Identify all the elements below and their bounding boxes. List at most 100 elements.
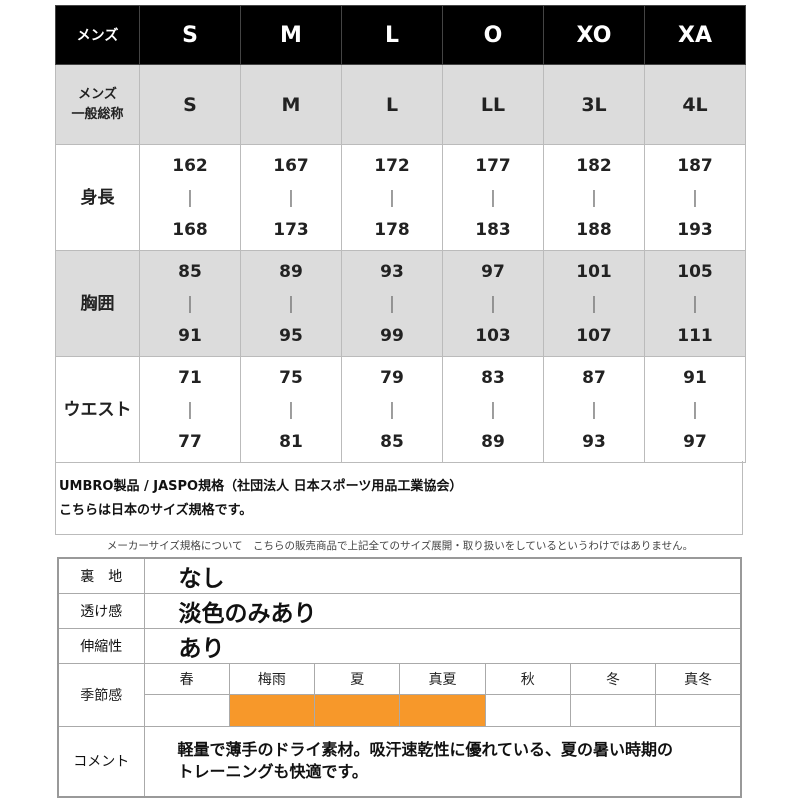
disclaimer: メーカーサイズ規格について こちらの販売商品で上記全てのサイズ展開・取り扱いをし… (106, 540, 694, 552)
range-from: 85 (178, 261, 202, 282)
season-indicator (569, 694, 657, 727)
size-code: O (442, 5, 544, 65)
season-label: 季節感 (57, 663, 145, 727)
range-separator: | (490, 293, 496, 314)
measure-range: 89 | 95 (240, 250, 342, 357)
range-separator: | (389, 293, 395, 314)
range-separator: | (187, 399, 193, 420)
range-from: 91 (683, 367, 707, 388)
season-indicator (314, 694, 401, 727)
range-separator: | (187, 293, 193, 314)
size-code: XO (543, 5, 645, 65)
comment-label: コメント (57, 726, 145, 797)
range-from: 75 (279, 367, 303, 388)
range-to: 77 (178, 431, 202, 452)
waist-row: ウエスト 71 | 77 75 | 81 79 | 85 83 | 89 87 | 93 91 | 97 (55, 356, 746, 463)
size-code: XA (644, 5, 746, 65)
range-to: 107 (576, 325, 612, 346)
range-separator: | (288, 399, 294, 420)
season-indicator (399, 694, 486, 727)
general-label: メンズ 一般総称 (55, 64, 140, 145)
sheer-label: 透け感 (57, 593, 145, 629)
season-indicator (143, 694, 230, 727)
measure-range: 182 | 188 (543, 144, 645, 251)
size-code: M (240, 5, 342, 65)
measure-label: ウエスト (55, 356, 140, 463)
range-separator: | (692, 293, 698, 314)
season-indicator (228, 694, 316, 727)
measure-range: 71 | 77 (139, 356, 241, 463)
general-size: M (240, 64, 342, 145)
size-chart-table: メンズ S M L O XO XA メンズ 一般総称 S M L LL 3L 4L… (55, 5, 746, 463)
season-name: 秋 (484, 663, 571, 695)
measure-range: 79 | 85 (341, 356, 443, 463)
range-from: 89 (279, 261, 303, 282)
range-separator: | (187, 187, 193, 208)
comment-line: トレーニングも快適です。 (177, 762, 368, 782)
general-size: LL (442, 64, 544, 145)
range-separator: | (490, 187, 496, 208)
general-size: 3L (543, 64, 645, 145)
season-indicator (484, 694, 571, 727)
measure-range: 177 | 183 (442, 144, 544, 251)
chest-row: 胸囲 85 | 91 89 | 95 93 | 99 97 | 103 101 | 107 105 | 111 (55, 250, 746, 357)
range-separator: | (389, 187, 395, 208)
measure-range: 105 | 111 (644, 250, 746, 357)
header-label: メンズ (55, 5, 140, 65)
range-from: 87 (582, 367, 606, 388)
range-separator: | (288, 187, 294, 208)
range-separator: | (490, 399, 496, 420)
range-separator: | (692, 187, 698, 208)
range-to: 89 (481, 431, 505, 452)
stretch-label: 伸縮性 (57, 628, 145, 664)
size-header-row: メンズ S M L O XO XA (55, 5, 746, 65)
stretch-value: あり (143, 628, 742, 664)
measure-range: 85 | 91 (139, 250, 241, 357)
comment-line: 軽量で薄手のドライ素材。吸汗速乾性に優れている、夏の暑い時期の (177, 740, 674, 760)
measure-range: 87 | 93 (543, 356, 645, 463)
size-code: S (139, 5, 241, 65)
size-note: UMBRO製品 / JASPO規格（社団法人 日本スポーツ用品工業協会） こちら… (55, 461, 743, 535)
measure-range: 162 | 168 (139, 144, 241, 251)
range-to: 188 (576, 219, 612, 240)
stretch-row: 伸縮性 あり (57, 628, 742, 664)
season-name: 春 (143, 663, 230, 695)
sheer-row: 透け感 淡色のみあり (57, 593, 742, 629)
range-to: 178 (374, 219, 410, 240)
measure-range: 93 | 99 (341, 250, 443, 357)
measure-range: 75 | 81 (240, 356, 342, 463)
range-from: 105 (677, 261, 713, 282)
note-line: UMBRO製品 / JASPO規格（社団法人 日本スポーツ用品工業協会） (59, 479, 463, 494)
measure-label: 身長 (55, 144, 140, 251)
general-size: L (341, 64, 443, 145)
range-to: 91 (178, 325, 202, 346)
comment-text: 軽量で薄手のドライ素材。吸汗速乾性に優れている、夏の暑い時期の トレーニングも快適… (143, 726, 742, 797)
size-code: L (341, 5, 443, 65)
range-to: 93 (582, 431, 606, 452)
general-size: S (139, 64, 241, 145)
range-to: 193 (677, 219, 713, 240)
season-fill-row (58, 694, 742, 727)
range-from: 162 (172, 155, 208, 176)
range-to: 173 (273, 219, 309, 240)
range-from: 93 (380, 261, 404, 282)
range-from: 167 (273, 155, 309, 176)
sheer-value: 淡色のみあり (143, 593, 742, 629)
range-separator: | (591, 293, 597, 314)
label-line: メンズ (78, 86, 117, 102)
season-name: 真夏 (399, 663, 486, 695)
spec-table: 裏 地 なし 透け感 淡色のみあり 伸縮性 あり 季節感 春梅雨夏真夏秋冬真冬 … (57, 557, 742, 798)
season-name: 梅雨 (228, 663, 316, 695)
range-separator: | (591, 399, 597, 420)
range-to: 168 (172, 219, 208, 240)
range-to: 97 (683, 431, 707, 452)
general-size: 4L (644, 64, 746, 145)
range-to: 111 (677, 325, 713, 346)
range-from: 71 (178, 367, 202, 388)
measure-range: 167 | 173 (240, 144, 342, 251)
measure-range: 97 | 103 (442, 250, 544, 357)
measure-range: 187 | 193 (644, 144, 746, 251)
range-to: 85 (380, 431, 404, 452)
height-row: 身長 162 | 168 167 | 173 172 | 178 177 | 183 182 | 188 187… (55, 144, 746, 251)
range-separator: | (692, 399, 698, 420)
